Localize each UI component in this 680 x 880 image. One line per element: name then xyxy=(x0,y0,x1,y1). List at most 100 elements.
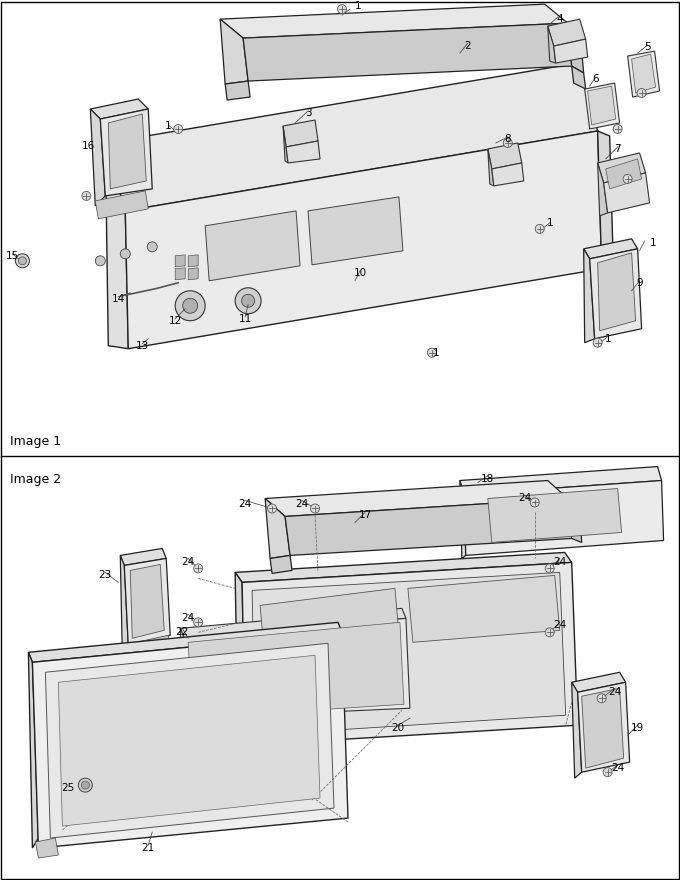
Polygon shape xyxy=(235,572,245,752)
Text: 24: 24 xyxy=(518,494,531,503)
Circle shape xyxy=(241,294,254,307)
Circle shape xyxy=(603,767,612,777)
Polygon shape xyxy=(90,99,148,119)
Text: Image 2: Image 2 xyxy=(10,473,62,486)
Polygon shape xyxy=(180,628,188,725)
Circle shape xyxy=(235,288,261,314)
Circle shape xyxy=(535,224,544,233)
Polygon shape xyxy=(488,149,494,186)
Polygon shape xyxy=(131,564,165,638)
Polygon shape xyxy=(260,589,400,663)
Polygon shape xyxy=(572,672,626,693)
Polygon shape xyxy=(175,268,185,280)
Polygon shape xyxy=(283,120,318,147)
Circle shape xyxy=(183,298,198,313)
Polygon shape xyxy=(598,253,636,331)
Polygon shape xyxy=(604,173,649,213)
Polygon shape xyxy=(460,466,662,495)
Polygon shape xyxy=(29,652,38,848)
Circle shape xyxy=(337,4,347,13)
Polygon shape xyxy=(188,622,404,718)
Text: 18: 18 xyxy=(481,473,494,483)
Circle shape xyxy=(311,504,320,513)
Text: 3: 3 xyxy=(305,108,311,118)
Text: 5: 5 xyxy=(644,42,651,52)
Polygon shape xyxy=(286,141,320,163)
Polygon shape xyxy=(572,682,581,778)
Circle shape xyxy=(16,253,29,268)
Polygon shape xyxy=(225,81,250,100)
Polygon shape xyxy=(585,83,619,129)
Text: 1: 1 xyxy=(432,348,439,357)
Circle shape xyxy=(120,249,131,259)
Polygon shape xyxy=(285,498,572,555)
Polygon shape xyxy=(460,480,466,559)
Polygon shape xyxy=(488,488,622,542)
Polygon shape xyxy=(265,480,568,517)
Text: 14: 14 xyxy=(112,294,125,304)
Text: 25: 25 xyxy=(62,783,75,793)
Text: 1: 1 xyxy=(355,1,361,11)
Circle shape xyxy=(593,338,602,348)
Polygon shape xyxy=(606,159,642,189)
Polygon shape xyxy=(125,131,602,348)
Polygon shape xyxy=(184,619,410,718)
Polygon shape xyxy=(488,143,522,169)
Polygon shape xyxy=(33,633,348,848)
Circle shape xyxy=(613,124,622,134)
Circle shape xyxy=(173,124,183,134)
Polygon shape xyxy=(554,39,588,63)
Polygon shape xyxy=(180,608,406,638)
Text: 23: 23 xyxy=(99,570,112,581)
Circle shape xyxy=(18,257,27,265)
Polygon shape xyxy=(188,255,198,267)
Polygon shape xyxy=(270,555,292,574)
Text: 1: 1 xyxy=(605,334,611,344)
Circle shape xyxy=(175,290,205,320)
Polygon shape xyxy=(308,197,403,265)
Text: 17: 17 xyxy=(358,510,371,520)
Polygon shape xyxy=(590,249,642,339)
Circle shape xyxy=(530,498,539,507)
Polygon shape xyxy=(105,143,129,348)
Circle shape xyxy=(637,89,646,98)
Polygon shape xyxy=(90,109,105,206)
Text: 20: 20 xyxy=(392,723,405,733)
Polygon shape xyxy=(583,249,595,342)
Circle shape xyxy=(545,627,554,637)
Text: 4: 4 xyxy=(556,14,563,24)
Polygon shape xyxy=(101,109,152,196)
Polygon shape xyxy=(464,480,664,555)
Circle shape xyxy=(82,781,89,789)
Circle shape xyxy=(148,242,157,252)
Circle shape xyxy=(545,564,554,573)
Polygon shape xyxy=(572,66,585,89)
Text: 19: 19 xyxy=(631,723,644,733)
Text: 21: 21 xyxy=(141,843,155,853)
Text: 7: 7 xyxy=(614,144,621,154)
Polygon shape xyxy=(235,553,572,583)
Text: 1: 1 xyxy=(547,218,553,228)
Polygon shape xyxy=(188,268,198,280)
Polygon shape xyxy=(120,548,166,566)
Polygon shape xyxy=(252,572,566,735)
Text: 2: 2 xyxy=(464,41,471,51)
Polygon shape xyxy=(108,114,146,189)
Circle shape xyxy=(623,174,632,183)
Text: 6: 6 xyxy=(592,74,599,84)
Circle shape xyxy=(95,256,105,266)
Text: 22: 22 xyxy=(175,627,189,637)
Polygon shape xyxy=(175,255,185,267)
Circle shape xyxy=(268,504,277,513)
Polygon shape xyxy=(598,163,608,216)
Polygon shape xyxy=(547,19,585,46)
Text: 24: 24 xyxy=(182,613,195,623)
Circle shape xyxy=(78,778,92,792)
Polygon shape xyxy=(547,26,556,63)
Text: 1: 1 xyxy=(650,238,657,248)
Text: 24: 24 xyxy=(295,500,309,510)
Text: 15: 15 xyxy=(6,251,19,260)
Text: 12: 12 xyxy=(169,316,182,326)
Text: 1: 1 xyxy=(165,121,171,131)
Text: 9: 9 xyxy=(636,278,643,288)
